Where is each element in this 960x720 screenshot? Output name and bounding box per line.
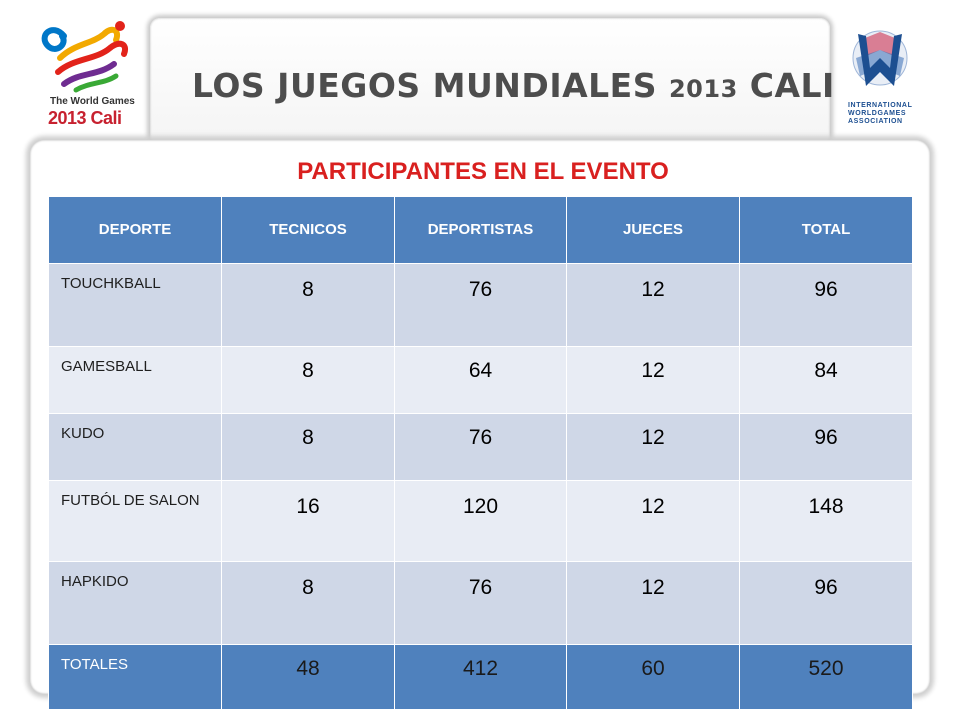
tecnicos-cell: 8 xyxy=(221,561,395,645)
iwga-logo-text: INTERNATIONAL WORLDGAMES ASSOCIATION xyxy=(848,102,913,125)
tecnicos-total-cell: 48 xyxy=(221,644,395,710)
deportistas-cell: 120 xyxy=(394,480,567,562)
column-header-total: TOTAL xyxy=(739,196,913,264)
logo-text-2013-cali: 2013 Cali xyxy=(48,108,122,128)
total-cell: 96 xyxy=(739,413,913,481)
jueces-cell: 12 xyxy=(566,480,740,562)
total-cell: 96 xyxy=(739,263,913,347)
tecnicos-cell: 8 xyxy=(221,263,395,347)
total-cell: 84 xyxy=(739,346,913,414)
jueces-cell: 12 xyxy=(566,413,740,481)
table-row: FUTBÓL DE SALON 16 120 12 148 xyxy=(48,480,913,562)
jueces-total-cell: 60 xyxy=(566,644,740,710)
jueces-cell: 12 xyxy=(566,561,740,645)
table-row: TOUCHKBALL 8 76 12 96 xyxy=(48,263,913,347)
totals-row: TOTALES 48 412 60 520 xyxy=(48,644,913,710)
sport-name-cell: HAPKIDO xyxy=(48,561,222,645)
jueces-cell: 12 xyxy=(566,346,740,414)
sport-name-cell: GAMESBALL xyxy=(48,346,222,414)
deportistas-cell: 76 xyxy=(394,413,567,481)
logo-text-world-games: The World Games xyxy=(50,96,135,107)
section-title: PARTICIPANTES EN EL EVENTO xyxy=(297,158,669,185)
table-header-row: DEPORTE TECNICOS DEPORTISTAS JUECES TOTA… xyxy=(48,196,913,264)
total-cell: 148 xyxy=(739,480,913,562)
table-row: HAPKIDO 8 76 12 96 xyxy=(48,561,913,645)
total-cell: 96 xyxy=(739,561,913,645)
tecnicos-cell: 8 xyxy=(221,413,395,481)
column-header-deportistas: DEPORTISTAS xyxy=(394,196,567,264)
deportistas-total-cell: 412 xyxy=(394,644,567,710)
deportistas-cell: 76 xyxy=(394,561,567,645)
sport-name-cell: KUDO xyxy=(48,413,222,481)
jueces-cell: 12 xyxy=(566,263,740,347)
column-header-jueces: JUECES xyxy=(566,196,740,264)
sport-name-cell: TOUCHKBALL xyxy=(48,263,222,347)
grand-total-cell: 520 xyxy=(739,644,913,710)
header-banner xyxy=(150,18,830,146)
page-title: LOS JUEGOS MUNDIALES 2013 CALI xyxy=(192,66,835,105)
column-header-deporte: DEPORTE xyxy=(48,196,222,264)
iwga-emblem-icon xyxy=(852,30,908,86)
iwga-logo: INTERNATIONAL WORLDGAMES ASSOCIATION xyxy=(840,28,952,138)
sport-name-cell: FUTBÓL DE SALON xyxy=(48,480,222,562)
table-row: KUDO 8 76 12 96 xyxy=(48,413,913,481)
world-games-logo: The World Games 2013 Cali xyxy=(34,14,146,134)
participants-table: DEPORTE TECNICOS DEPORTISTAS JUECES TOTA… xyxy=(48,196,913,710)
totals-label-cell: TOTALES xyxy=(48,644,222,710)
tecnicos-cell: 16 xyxy=(221,480,395,562)
deportistas-cell: 76 xyxy=(394,263,567,347)
table-row: GAMESBALL 8 64 12 84 xyxy=(48,346,913,414)
column-header-tecnicos: TECNICOS xyxy=(221,196,395,264)
world-games-emblem-icon xyxy=(41,21,128,93)
deportistas-cell: 64 xyxy=(394,346,567,414)
tecnicos-cell: 8 xyxy=(221,346,395,414)
